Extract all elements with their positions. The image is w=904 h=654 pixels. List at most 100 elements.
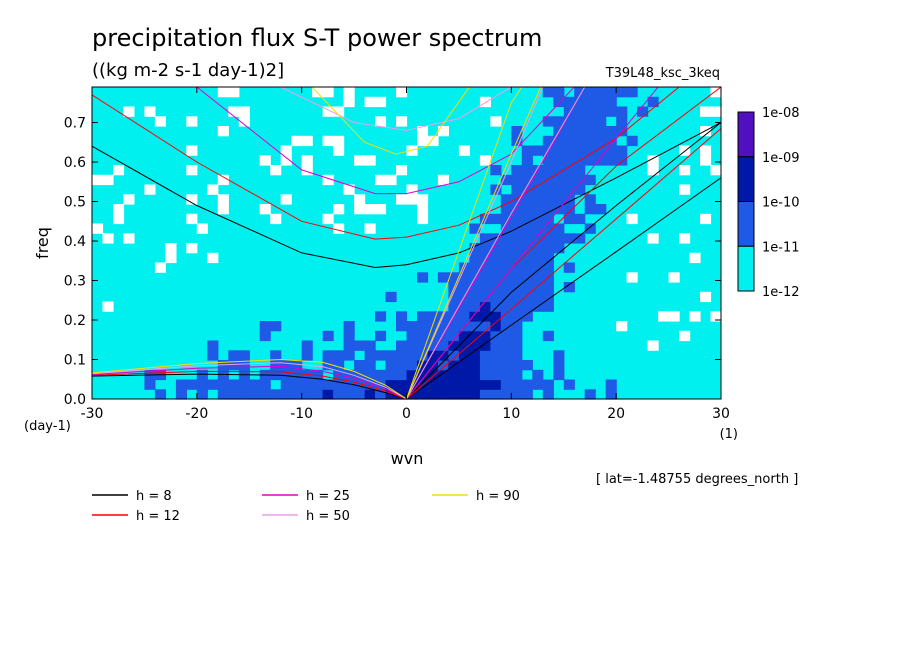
power-cell <box>574 87 586 98</box>
power-cell <box>710 106 722 117</box>
power-cell <box>500 389 512 400</box>
power-cell <box>532 282 544 293</box>
power-cell <box>322 330 334 342</box>
power-cell <box>490 369 502 381</box>
power-cell <box>511 350 523 361</box>
curve-rossby-h50 <box>92 362 407 399</box>
power-cell <box>259 389 271 400</box>
power-cell <box>584 194 596 205</box>
power-cell <box>385 174 397 186</box>
power-cell <box>437 379 449 390</box>
power-cell <box>333 106 345 117</box>
power-cell <box>532 272 544 283</box>
power-cell <box>333 379 345 390</box>
power-cell <box>479 321 491 332</box>
power-cell <box>500 243 512 254</box>
power-cell <box>511 184 523 195</box>
power-cell <box>584 204 596 215</box>
power-cell <box>689 252 701 264</box>
chart-subtitle: ((kg m-2 s-1 day-1)2] <box>92 60 284 81</box>
power-cell <box>322 389 334 400</box>
y-axis-label: freq <box>33 227 52 259</box>
power-cell <box>343 321 355 332</box>
power-cell <box>123 233 135 244</box>
plot-area <box>91 86 722 400</box>
power-cell <box>469 369 481 381</box>
legend: h = 8 h = 12 h = 25 h = 50 h = 90 <box>92 489 520 524</box>
power-cell <box>417 360 429 371</box>
power-cell <box>500 282 512 293</box>
power-cell <box>542 174 554 186</box>
power-cell <box>458 311 470 322</box>
power-cell <box>542 135 554 147</box>
power-cell <box>343 184 355 195</box>
power-cell <box>301 165 313 176</box>
power-cell <box>196 379 208 390</box>
power-cell <box>417 330 429 342</box>
power-cell <box>479 291 491 303</box>
power-cell <box>521 360 533 371</box>
power-cell <box>301 340 313 351</box>
power-cell <box>322 87 334 98</box>
power-cell <box>437 272 449 283</box>
power-cell <box>301 389 313 400</box>
power-cell <box>448 340 460 351</box>
power-cell <box>500 330 512 342</box>
power-cell <box>511 369 523 381</box>
colorbar-label: 1e-08 <box>762 106 800 121</box>
power-cell <box>679 233 691 244</box>
power-cell <box>437 360 449 371</box>
colorbar-swatch <box>737 111 755 158</box>
curve-mrg-h8 <box>406 122 721 399</box>
curve-kelvin-h90 <box>406 87 542 399</box>
power-cell <box>500 379 512 390</box>
y-tick-label: 0.2 <box>64 313 86 329</box>
curve-ig-h90 <box>311 87 470 155</box>
power-cell <box>458 340 470 351</box>
power-cell <box>710 311 722 322</box>
power-cell <box>469 360 481 371</box>
power-cell <box>532 223 544 234</box>
power-cell <box>458 330 470 342</box>
power-cell <box>532 194 544 205</box>
legend-label: h = 25 <box>306 489 350 504</box>
power-cell <box>406 340 418 351</box>
power-cell <box>175 379 187 390</box>
power-cell <box>616 106 628 117</box>
power-cell <box>511 311 523 322</box>
power-cell <box>396 389 408 400</box>
power-cell <box>574 135 586 147</box>
power-cell <box>521 194 533 205</box>
power-cell <box>616 155 628 166</box>
power-cell <box>396 194 408 205</box>
power-cell <box>668 311 680 322</box>
power-cell <box>437 330 449 342</box>
power-cell <box>626 87 638 98</box>
power-cell <box>343 350 355 361</box>
x-tick-label: 30 <box>712 406 730 422</box>
power-cell <box>406 360 418 371</box>
power-cell <box>448 301 460 312</box>
power-cell <box>427 350 439 361</box>
power-cell <box>186 213 198 225</box>
power-cell <box>521 389 533 400</box>
power-cell <box>542 184 554 195</box>
power-cell <box>280 155 292 166</box>
power-cell <box>700 145 712 156</box>
power-cell <box>563 194 575 205</box>
power-cell <box>196 223 208 234</box>
power-cell <box>207 340 219 351</box>
power-cell <box>333 360 345 371</box>
curve-ig-h50 <box>280 87 512 131</box>
power-cell <box>532 262 544 273</box>
power-cell <box>626 272 638 283</box>
power-cell <box>102 233 114 244</box>
x-tick-label: -10 <box>290 406 313 422</box>
power-cell <box>532 233 544 244</box>
power-cell <box>521 252 533 264</box>
power-cell <box>291 379 303 390</box>
power-cell <box>532 243 544 254</box>
power-cell <box>259 321 271 332</box>
power-cell <box>679 145 691 156</box>
power-cell <box>238 360 250 371</box>
